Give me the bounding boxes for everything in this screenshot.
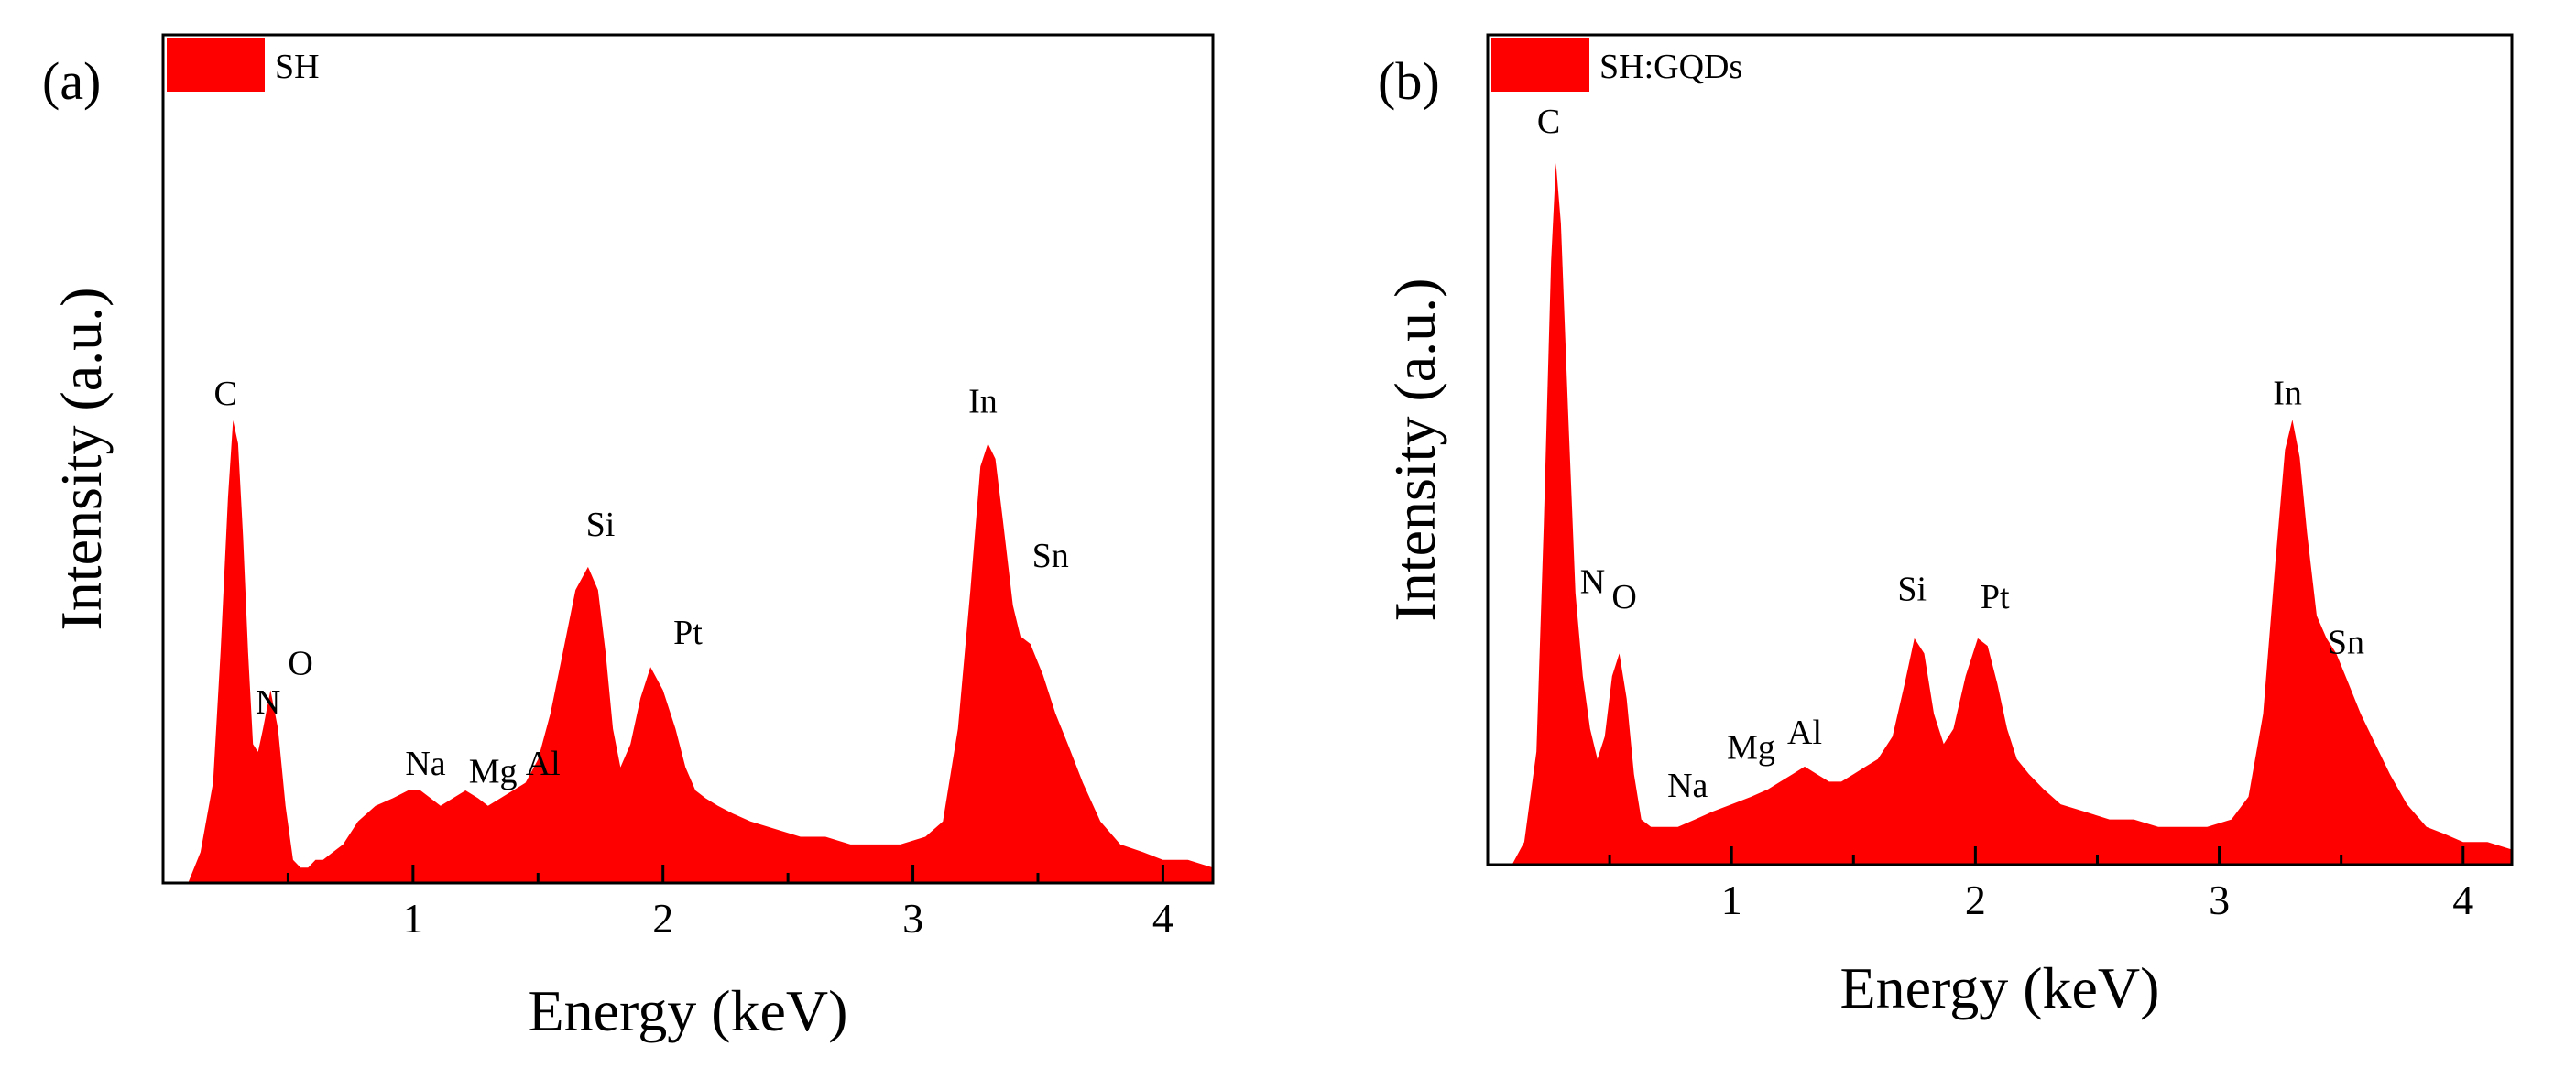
x-tick-label: 2 bbox=[652, 895, 673, 942]
x-tick-label: 4 bbox=[1152, 895, 1173, 942]
peak-label-sn: Sn bbox=[1032, 537, 1069, 575]
peak-label-n: N bbox=[1580, 562, 1605, 601]
legend-label-sh: SH bbox=[275, 48, 320, 86]
peak-label-mg: Mg bbox=[1727, 729, 1775, 768]
legend-swatch-sh-gqds bbox=[1491, 38, 1589, 92]
spectrum-area-sh bbox=[188, 420, 1213, 883]
peak-label-in: In bbox=[968, 382, 998, 420]
y-axis-title-b: Intensity (a.u.) bbox=[1382, 278, 1447, 622]
x-tick-labels-a: 1 2 3 4 bbox=[402, 895, 1173, 942]
peak-label-si: Si bbox=[586, 506, 616, 544]
peak-label-al: Al bbox=[1787, 714, 1822, 752]
peak-label-mg: Mg bbox=[469, 753, 518, 791]
peak-labels-b: C N O Na Mg Al Si Pt In Sn bbox=[1537, 103, 2364, 805]
legend-label-sh-gqds: SH:GQDs bbox=[1599, 48, 1742, 86]
x-tick-labels-b: 1 2 3 4 bbox=[1721, 877, 2474, 923]
peak-labels-a: C NO Na Mg Al Si Pt In Sn bbox=[214, 375, 1069, 790]
panel-a: (a) SH 1 2 3 4 C NO Na Mg Al Si Pt In Sn Energy (ke… bbox=[42, 33, 1215, 1043]
peak-label-o: O bbox=[1611, 578, 1636, 616]
plot-frame-b bbox=[1486, 33, 2514, 866]
peak-label-na: Na bbox=[405, 745, 445, 783]
x-axis-title-b: Energy (keV) bbox=[1840, 955, 2160, 1020]
peak-label-al: Al bbox=[526, 745, 561, 783]
x-tick-label: 3 bbox=[2209, 877, 2230, 923]
peak-label-sn: Sn bbox=[2328, 623, 2364, 661]
peak-label-c: C bbox=[214, 375, 237, 413]
x-axis-title-a: Energy (keV) bbox=[529, 978, 848, 1043]
legend-a: SH bbox=[167, 38, 320, 92]
panel-b: (b) SH:GQDs 1 2 3 4 C N O Na Mg Al Si Pt In Sn Energ… bbox=[1378, 33, 2514, 1020]
x-tick-label: 4 bbox=[2452, 877, 2473, 923]
peak-label-n: N bbox=[256, 683, 280, 722]
x-tick-label: 1 bbox=[402, 895, 423, 942]
peak-label-pt: Pt bbox=[1981, 578, 2010, 616]
peak-label-na: Na bbox=[1667, 767, 1708, 805]
y-axis-title-a: Intensity (a.u.) bbox=[49, 288, 114, 631]
x-tick-label: 2 bbox=[1965, 877, 1986, 923]
x-ticks-a bbox=[286, 865, 1164, 883]
x-tick-label: 3 bbox=[902, 895, 923, 942]
peak-label-si: Si bbox=[1897, 571, 1927, 609]
peak-label-in: In bbox=[2273, 375, 2302, 413]
legend-b: SH:GQDs bbox=[1491, 38, 1742, 92]
peak-label-pt: Pt bbox=[673, 614, 703, 652]
x-ticks-b bbox=[1608, 846, 2465, 865]
legend-swatch-sh bbox=[167, 38, 265, 92]
peak-label-c: C bbox=[1537, 103, 1560, 141]
spectrum-area-sh-gqds bbox=[1512, 163, 2512, 865]
panel-label-a: (a) bbox=[42, 51, 101, 111]
panel-label-b: (b) bbox=[1378, 51, 1440, 111]
peak-label-o: O bbox=[288, 645, 312, 683]
x-tick-label: 1 bbox=[1721, 877, 1742, 923]
plot-frame-a bbox=[161, 33, 1215, 885]
